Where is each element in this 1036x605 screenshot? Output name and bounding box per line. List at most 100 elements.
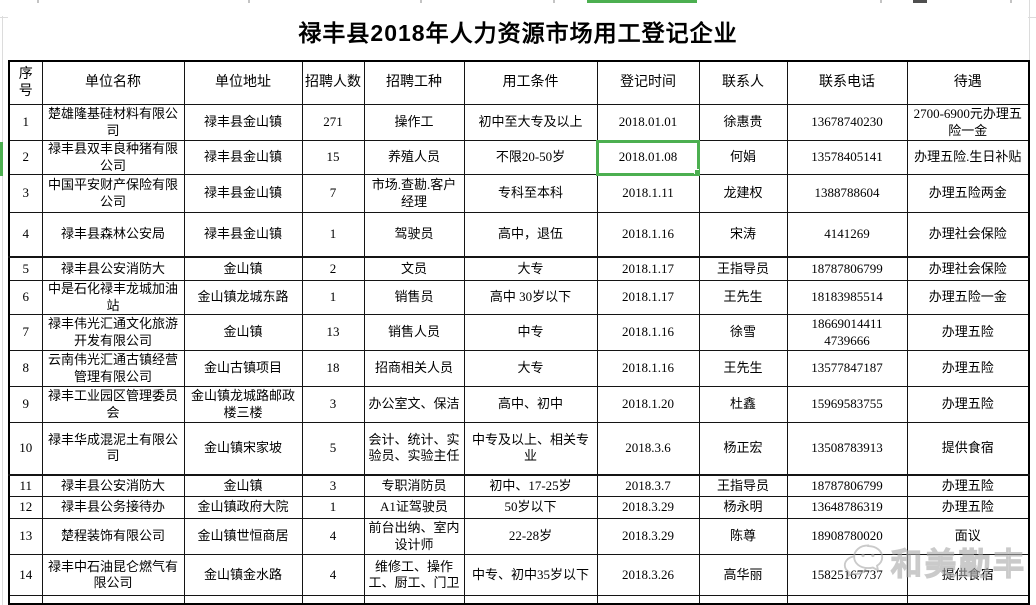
- cell-index[interactable]: 9: [8, 386, 43, 423]
- cell-address[interactable]: 金山镇金水路: [183, 554, 303, 596]
- empty-cell[interactable]: [183, 595, 303, 604]
- cell-date[interactable]: 2018.1.16: [596, 314, 700, 351]
- cell-phone[interactable]: 18787806799: [786, 473, 908, 497]
- cell-job[interactable]: 销售员: [363, 280, 465, 315]
- cell-phone[interactable]: 13678740230: [786, 104, 908, 141]
- cell-benefits[interactable]: 办理五险一金: [906, 280, 1030, 315]
- header-job[interactable]: 招聘工种: [363, 60, 465, 105]
- cell-contact[interactable]: 徐惠贵: [698, 104, 788, 141]
- cell-address[interactable]: 金山镇龙城路邮政楼三楼: [183, 386, 303, 423]
- cell-date[interactable]: 2018.1.11: [596, 174, 700, 213]
- cell-phone[interactable]: 13648786319: [786, 496, 908, 519]
- cell-requirements[interactable]: 中专: [463, 314, 598, 351]
- cell-address[interactable]: 金山镇: [183, 255, 303, 281]
- cell-requirements[interactable]: 50岁以下: [463, 496, 598, 519]
- cell-phone[interactable]: 13508783913: [786, 422, 908, 475]
- cell-benefits[interactable]: 面议: [906, 518, 1030, 555]
- cell-company[interactable]: 云南伟光汇通古镇经营管理有限公司: [41, 350, 185, 387]
- empty-cell[interactable]: [786, 595, 908, 604]
- empty-cell[interactable]: [596, 595, 700, 604]
- cell-contact[interactable]: 高华丽: [698, 554, 788, 596]
- empty-cell[interactable]: [906, 595, 1030, 604]
- cell-index[interactable]: 4: [8, 212, 43, 257]
- cell-benefits[interactable]: 办理五险: [906, 350, 1030, 387]
- cell-phone[interactable]: 18787806799: [786, 255, 908, 281]
- cell-requirements[interactable]: 大专: [463, 255, 598, 281]
- cell-company[interactable]: 禄丰县森林公安局: [41, 212, 185, 257]
- empty-cell[interactable]: [698, 595, 788, 604]
- cell-headcount[interactable]: 7: [301, 174, 365, 213]
- cell-benefits[interactable]: 办理五险: [906, 314, 1030, 351]
- cell-requirements[interactable]: 中专、初中35岁以下: [463, 554, 598, 596]
- cell-index[interactable]: 2: [8, 140, 43, 175]
- cell-job[interactable]: 招商相关人员: [363, 350, 465, 387]
- cell-contact[interactable]: 杨正宏: [698, 422, 788, 475]
- header-company[interactable]: 单位名称: [41, 60, 185, 105]
- cell-date[interactable]: 2018.1.17: [596, 255, 700, 281]
- header-headcount[interactable]: 招聘人数: [301, 60, 365, 105]
- cell-job[interactable]: 养殖人员: [363, 140, 465, 175]
- cell-index[interactable]: 6: [8, 280, 43, 315]
- cell-contact[interactable]: 宋涛: [698, 212, 788, 257]
- cell-company[interactable]: 中国平安财产保险有限公司: [41, 174, 185, 213]
- header-address[interactable]: 单位地址: [183, 60, 303, 105]
- cell-contact[interactable]: 徐雪: [698, 314, 788, 351]
- empty-cell[interactable]: [363, 595, 465, 604]
- cell-job[interactable]: 会计、统计、实验员、实验主任: [363, 422, 465, 475]
- cell-index[interactable]: 11: [8, 473, 43, 497]
- cell-benefits[interactable]: 办理五险: [906, 496, 1030, 519]
- cell-job[interactable]: 前台出纳、室内设计师: [363, 518, 465, 555]
- cell-index[interactable]: 8: [8, 350, 43, 387]
- cell-job[interactable]: 操作工: [363, 104, 465, 141]
- cell-headcount[interactable]: 3: [301, 386, 365, 423]
- cell-phone[interactable]: 18908780020: [786, 518, 908, 555]
- cell-headcount[interactable]: 1: [301, 280, 365, 315]
- cell-contact[interactable]: 杜鑫: [698, 386, 788, 423]
- cell-date[interactable]: 2018.1.16: [596, 350, 700, 387]
- cell-address[interactable]: 金山镇: [183, 314, 303, 351]
- cell-headcount[interactable]: 4: [301, 518, 365, 555]
- cell-job[interactable]: 驾驶员: [363, 212, 465, 257]
- cell-date[interactable]: 2018.3.7: [596, 473, 700, 497]
- cell-job[interactable]: A1证驾驶员: [363, 496, 465, 519]
- page-title[interactable]: 禄丰县2018年人力资源市场用工登记企业: [298, 20, 738, 46]
- cell-company[interactable]: 禄丰工业园区管理委员会: [41, 386, 185, 423]
- cell-address[interactable]: 金山镇: [183, 473, 303, 497]
- header-date[interactable]: 登记时间: [596, 60, 700, 105]
- cell-address[interactable]: 金山镇政府大院: [183, 496, 303, 519]
- cell-date[interactable]: 2018.1.17: [596, 280, 700, 315]
- cell-index[interactable]: 14: [8, 554, 43, 596]
- cell-job[interactable]: 维修工、操作工、厨工、门卫: [363, 554, 465, 596]
- empty-cell[interactable]: [8, 595, 43, 604]
- cell-company[interactable]: 禄丰县双丰良种猪有限公司: [41, 140, 185, 175]
- cell-headcount[interactable]: 271: [301, 104, 365, 141]
- cell-headcount[interactable]: 15: [301, 140, 365, 175]
- cell-contact[interactable]: 何娟: [698, 140, 788, 175]
- cell-contact[interactable]: 王指导员: [698, 255, 788, 281]
- cell-phone[interactable]: 15969583755: [786, 386, 908, 423]
- cell-requirements[interactable]: 中专及以上、相关专业: [463, 422, 598, 475]
- cell-index[interactable]: 1: [8, 104, 43, 141]
- empty-cell[interactable]: [41, 595, 185, 604]
- empty-cell[interactable]: [301, 595, 365, 604]
- cell-address[interactable]: 禄丰县金山镇: [183, 174, 303, 213]
- cell-requirements[interactable]: 大专: [463, 350, 598, 387]
- cell-date[interactable]: 2018.3.26: [596, 554, 700, 596]
- cell-date[interactable]: 2018.1.20: [596, 386, 700, 423]
- cell-requirements[interactable]: 高中、初中: [463, 386, 598, 423]
- cell-headcount[interactable]: 5: [301, 422, 365, 475]
- cell-job[interactable]: 市场.查勘.客户经理: [363, 174, 465, 213]
- cell-date[interactable]: 2018.1.16: [596, 212, 700, 257]
- cell-contact[interactable]: 王先生: [698, 280, 788, 315]
- cell-company[interactable]: 楚程装饰有限公司: [41, 518, 185, 555]
- cell-job[interactable]: 专职消防员: [363, 473, 465, 497]
- cell-index[interactable]: 3: [8, 174, 43, 213]
- header-phone[interactable]: 联系电话: [786, 60, 908, 105]
- cell-headcount[interactable]: 1: [301, 212, 365, 257]
- cell-address[interactable]: 禄丰县金山镇: [183, 212, 303, 257]
- cell-date[interactable]: 2018.3.29: [596, 518, 700, 555]
- cell-requirements[interactable]: 22-28岁: [463, 518, 598, 555]
- cell-job[interactable]: 文员: [363, 255, 465, 281]
- cell-contact[interactable]: 王先生: [698, 350, 788, 387]
- cell-phone[interactable]: 13578405141: [786, 140, 908, 175]
